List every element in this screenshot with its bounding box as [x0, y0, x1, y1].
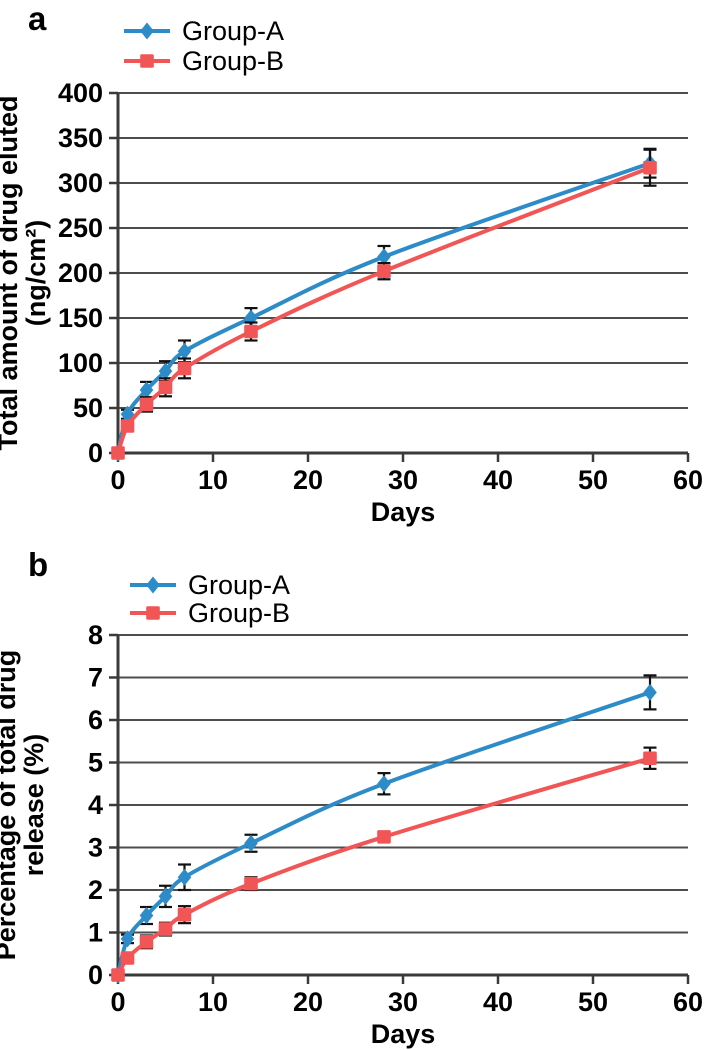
- data-point-group-b: [139, 935, 154, 949]
- panel-letter: a: [28, 0, 47, 37]
- y-tick-label: 400: [58, 78, 103, 108]
- y-tick-label: 4: [88, 790, 103, 820]
- panel-a-chart: 0 10 20 30 40 50 60 0 50 100 150 200 250 300 350 400 Day…: [0, 0, 703, 527]
- data-point-group-b: [120, 951, 135, 965]
- data-point-group-a: [158, 362, 173, 380]
- legend-marker-diamond: [140, 22, 154, 40]
- x-tick-label: 20: [293, 465, 323, 495]
- data-point-group-a: [139, 907, 154, 924]
- legend-label: Group-B: [188, 598, 290, 628]
- x-axis-title: Days: [371, 1019, 436, 1049]
- y-tick-label: 7: [88, 663, 103, 693]
- y-tick-label: 350: [58, 123, 103, 153]
- data-point-group-b: [244, 876, 258, 891]
- legend-item-group-a: Group-A: [130, 570, 290, 600]
- x-axis-title: Days: [371, 497, 436, 527]
- data-point-group-a: [177, 868, 192, 886]
- data-point-group-b: [158, 380, 173, 395]
- data-point-group-a: [139, 381, 154, 399]
- legend-marker-diamond: [146, 576, 160, 594]
- y-tick-label: 0: [88, 960, 103, 990]
- y-tick-label: 5: [88, 748, 103, 778]
- x-tick-label: 20: [293, 987, 323, 1017]
- y-axis-title: Percentage of total drug: [0, 650, 21, 961]
- x-tick-label: 40: [483, 987, 513, 1017]
- x-tick-label: 0: [110, 987, 125, 1017]
- data-point-group-b: [244, 324, 258, 339]
- x-tick-label: 40: [483, 465, 513, 495]
- data-point-group-a: [120, 930, 135, 948]
- series-line-group-a: [116, 161, 651, 454]
- data-point-group-b: [120, 419, 135, 433]
- data-point-group-a: [377, 248, 391, 266]
- y-tick-label: 50: [73, 393, 103, 423]
- data-point-group-b: [377, 264, 391, 278]
- y-tick-label: 250: [58, 213, 103, 243]
- legend-marker-square: [146, 606, 160, 620]
- data-point-group-b: [643, 751, 657, 766]
- x-tick-label: 0: [110, 465, 125, 495]
- data-point-group-b: [111, 446, 125, 460]
- y-tick-label: 150: [58, 303, 103, 333]
- legend-item-group-b: Group-B: [124, 46, 284, 76]
- panel-letter: b: [28, 546, 48, 583]
- x-tick-label: 50: [578, 465, 608, 495]
- y-tick-label: 3: [88, 833, 103, 863]
- y-tick-label: 8: [88, 620, 103, 650]
- y-tick-label: 1: [88, 918, 103, 948]
- legend-marker-square: [140, 54, 154, 68]
- panel-b-chart: 0 10 20 30 40 50 60 0 1 2 3 4 5 6 7 8 Days Percentage of …: [0, 546, 703, 1049]
- y-tick-label: 6: [88, 705, 103, 735]
- data-point-group-b: [177, 361, 192, 376]
- data-point-group-b: [158, 922, 173, 936]
- data-point-group-a: [158, 887, 173, 905]
- legend-item-group-b: Group-B: [130, 598, 290, 628]
- legend-label: Group-A: [182, 16, 284, 46]
- legend-item-group-a: Group-A: [124, 16, 284, 46]
- y-tick-label: 100: [58, 348, 103, 378]
- series-line-group-b: [116, 165, 651, 454]
- y-axis-title: (ng/cm²): [21, 220, 51, 326]
- data-point-group-a: [377, 775, 391, 793]
- legend-label: Group-B: [182, 46, 284, 76]
- y-tick-label: 200: [58, 258, 103, 288]
- y-axis-title: Total amount of drug eluted: [0, 96, 23, 451]
- x-tick-label: 30: [388, 465, 418, 495]
- x-tick-label: 30: [388, 987, 418, 1017]
- y-axis-title: release (%): [19, 734, 49, 877]
- x-tick-label: 10: [198, 465, 228, 495]
- data-point-group-a: [643, 683, 657, 701]
- x-tick-label: 50: [578, 987, 608, 1017]
- data-point-group-b: [139, 397, 154, 412]
- data-point-group-b: [111, 968, 125, 982]
- data-point-group-a: [244, 834, 258, 852]
- data-point-group-b: [377, 830, 391, 844]
- y-tick-label: 2: [88, 875, 103, 905]
- data-point-group-b: [643, 160, 657, 175]
- data-point-group-b: [177, 907, 192, 922]
- y-tick-label: 300: [58, 168, 103, 198]
- y-tick-label: 0: [88, 438, 103, 468]
- data-point-group-a: [177, 342, 192, 360]
- x-tick-label: 10: [198, 987, 228, 1017]
- x-tick-label: 60: [673, 987, 703, 1017]
- series-line-group-a: [116, 690, 651, 976]
- legend-label: Group-A: [188, 570, 290, 600]
- x-tick-label: 60: [673, 465, 703, 495]
